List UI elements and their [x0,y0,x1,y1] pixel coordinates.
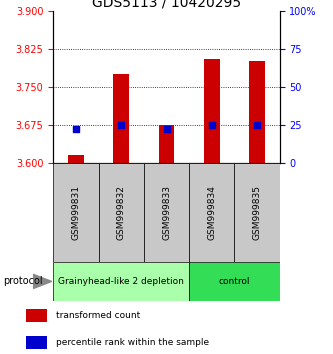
Bar [144,163,189,262]
Text: GSM999834: GSM999834 [207,185,216,240]
Bar [26,309,47,322]
Point [254,122,260,128]
Bar [26,336,47,349]
Bar [68,155,84,163]
Bar [234,163,280,262]
Text: percentile rank within the sample: percentile rank within the sample [57,338,209,347]
Text: GSM999835: GSM999835 [252,185,262,240]
Point [119,122,124,128]
Bar [159,125,174,163]
Text: GSM999832: GSM999832 [117,185,126,240]
Bar [53,163,99,262]
Text: GSM999831: GSM999831 [71,185,81,240]
Bar [113,74,129,163]
Point [164,126,169,132]
Text: GSM999833: GSM999833 [162,185,171,240]
Title: GDS5113 / 10420295: GDS5113 / 10420295 [92,0,241,10]
Text: Grainyhead-like 2 depletion: Grainyhead-like 2 depletion [58,277,184,286]
Bar [204,59,220,163]
Point [209,122,214,128]
Text: control: control [219,277,250,286]
Text: protocol: protocol [3,276,43,286]
Bar [189,163,234,262]
Text: transformed count: transformed count [57,311,141,320]
Polygon shape [33,274,52,289]
Bar [53,262,189,301]
Bar [189,262,280,301]
Bar [249,61,265,163]
Bar [99,163,144,262]
Point [73,126,79,132]
